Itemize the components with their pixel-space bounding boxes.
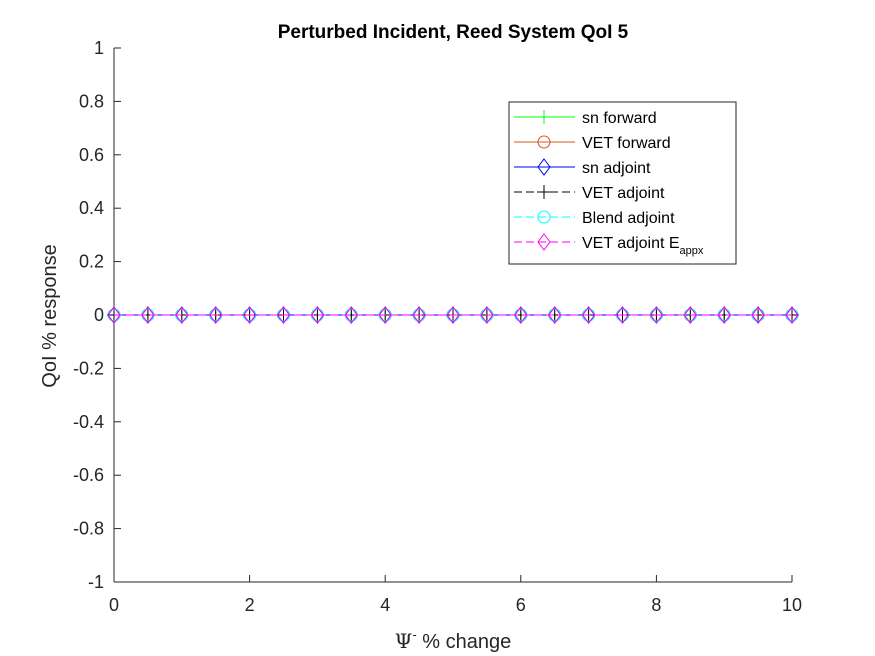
legend-marker-1 <box>537 135 551 149</box>
legend-entry-5: VET adjoint Eappx <box>514 233 704 257</box>
legend-label-0: sn forward <box>582 110 657 127</box>
series-5-point <box>209 306 223 324</box>
legend-label-text-1: VET forward <box>582 135 671 152</box>
series-5-point <box>581 306 596 324</box>
series-5-point <box>344 306 358 324</box>
series-5-point <box>514 306 528 324</box>
series-5-point <box>649 306 664 324</box>
x-tick-label: 4 <box>380 595 390 615</box>
series-5-point <box>480 306 494 324</box>
series-5-point <box>141 306 155 324</box>
y-tick-label: 1 <box>94 38 104 58</box>
legend-marker-0 <box>537 110 551 124</box>
series-5-point <box>717 306 731 324</box>
y-tick-label: 0.8 <box>79 91 104 111</box>
x-axis-label: Ψ- % change <box>395 627 511 653</box>
y-tick-label: -0.8 <box>73 519 104 539</box>
series-5-point <box>446 306 460 324</box>
series-5-point <box>412 306 426 324</box>
legend-label-subscript-5: appx <box>680 245 704 257</box>
x-axis: 0 2 4 6 8 10 <box>109 575 802 615</box>
y-axis-label: QoI % response <box>39 244 61 387</box>
legend-label-text-3: VET adjoint <box>582 185 665 202</box>
y-tick-label: -1 <box>88 572 104 592</box>
legend-label-text-0: sn forward <box>582 110 657 127</box>
x-axis-label-symbol: Ψ <box>395 629 413 653</box>
y-axis: -1 -0.8 -0.6 -0.4 -0.2 0 0.2 0.4 0.6 0.8 1 <box>73 38 121 592</box>
series-5-point <box>310 306 325 324</box>
y-tick-label: 0 <box>94 305 104 325</box>
x-tick-label: 8 <box>651 595 661 615</box>
y-tick-label: -0.6 <box>73 465 104 485</box>
legend-marker-5 <box>537 233 551 251</box>
x-tick-label: 10 <box>782 595 802 615</box>
legend-entry-1: VET forward <box>514 135 671 152</box>
series-5-point <box>615 306 630 324</box>
series-5-point <box>175 306 189 324</box>
series-5-point <box>378 306 392 324</box>
y-tick-label: 0.6 <box>79 145 104 165</box>
series-5-point <box>751 306 765 324</box>
legend-marker-3 <box>537 185 551 199</box>
series-5-point <box>107 306 121 324</box>
x-axis-label-superscript: - <box>412 627 416 642</box>
legend-entry-3: VET adjoint <box>514 185 665 202</box>
x-tick-label: 2 <box>245 595 255 615</box>
legend-marker-4 <box>537 210 551 224</box>
y-tick-label: 0.4 <box>79 198 104 218</box>
series-5 <box>107 306 799 324</box>
legend-label-4: Blend adjoint <box>582 210 675 227</box>
legend-entry-4: Blend adjoint <box>514 210 675 227</box>
legend-label-1: VET forward <box>582 135 671 152</box>
y-tick-label: -0.4 <box>73 412 104 432</box>
legend-label-text-4: Blend adjoint <box>582 210 675 227</box>
x-tick-label: 6 <box>516 595 526 615</box>
legend-label-5: VET adjoint Eappx <box>582 235 704 257</box>
legend-label-text-5: VET adjoint E <box>582 235 680 252</box>
legend-entry-2: sn adjoint <box>514 158 651 177</box>
series-5-point <box>276 306 291 324</box>
x-tick-label: 0 <box>109 595 119 615</box>
series-5-point <box>785 306 799 324</box>
legend-label-2: sn adjoint <box>582 160 651 177</box>
y-tick-label: 0.2 <box>79 252 104 272</box>
y-tick-label: -0.2 <box>73 358 104 378</box>
series-5-point <box>683 306 697 324</box>
series-layer <box>107 306 799 324</box>
series-5-point <box>548 306 562 324</box>
legend-label-3: VET adjoint <box>582 185 665 202</box>
series-5-point <box>242 306 257 324</box>
legend-entry-0: sn forward <box>514 110 657 127</box>
legend-marker-2 <box>537 158 551 176</box>
chart-title: Perturbed Incident, Reed System QoI 5 <box>278 22 629 43</box>
legend-label-text-2: sn adjoint <box>582 160 651 177</box>
legend: sn forward VET forward sn adjoint VET adjoi… <box>508 101 737 265</box>
x-axis-label-text: % change <box>417 631 512 653</box>
